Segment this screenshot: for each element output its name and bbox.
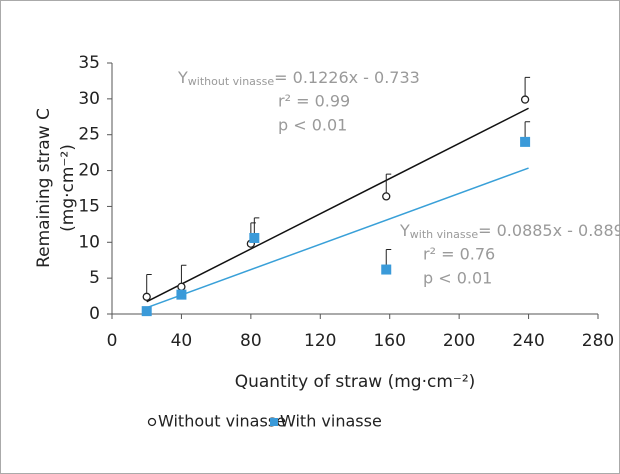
point — [177, 282, 186, 291]
y-tick-label: 5 — [89, 268, 100, 288]
equation: Ywith vinasse= 0.0885x - 0.889 — [399, 221, 620, 242]
point — [520, 136, 531, 147]
p-value: p < 0.01 — [423, 269, 492, 288]
equation-y: Y — [399, 221, 410, 240]
point — [520, 95, 530, 104]
y-tick-label: 35 — [78, 53, 100, 73]
trend-line — [146, 107, 529, 303]
legend-label: Without vinasse — [158, 412, 286, 431]
point — [176, 289, 187, 300]
equation-text: = 0.0885x - 0.889 — [478, 221, 620, 240]
r-squared: r² = 0.99 — [278, 92, 350, 111]
equation-subscript: without vinasse — [188, 75, 275, 88]
equation-text: = 0.1226x - 0.733 — [274, 68, 420, 87]
x-tick-label: 160 — [373, 331, 405, 351]
x-tick-label: 40 — [171, 331, 193, 351]
point — [249, 232, 260, 243]
x-tick-label: 280 — [582, 331, 614, 351]
trend-line — [146, 167, 529, 309]
y-tick-label: 0 — [89, 304, 100, 324]
point — [141, 306, 152, 317]
y-axis-label: Remaining straw C — [34, 108, 54, 268]
y-tick-label: 25 — [78, 125, 100, 145]
point — [381, 264, 392, 275]
r-squared: r² = 0.76 — [423, 245, 495, 264]
y-tick-label: 10 — [78, 232, 100, 252]
y-tick-label: 15 — [78, 196, 100, 216]
point — [142, 292, 151, 301]
legend-marker — [270, 418, 278, 426]
equation: Ywithout vinasse= 0.1226x - 0.733 — [177, 68, 420, 89]
x-tick-label: 240 — [512, 331, 544, 351]
x-axis-label: Quantity of straw (mg·cm⁻²) — [235, 372, 476, 392]
y-axis-label: (mg·cm⁻²) — [58, 144, 78, 232]
y-tick-label: 20 — [78, 161, 100, 181]
x-tick-label: 0 — [107, 331, 118, 351]
legend-label: With vinasse — [280, 412, 382, 431]
x-tick-label: 80 — [240, 331, 262, 351]
p-value: p < 0.01 — [278, 116, 347, 135]
equation-subscript: with vinasse — [410, 228, 479, 241]
legend-marker — [147, 417, 157, 427]
y-tick-label: 30 — [78, 89, 100, 109]
equation-y: Y — [177, 68, 188, 87]
x-tick-label: 120 — [304, 331, 336, 351]
point — [382, 192, 391, 201]
x-tick-label: 200 — [443, 331, 475, 351]
